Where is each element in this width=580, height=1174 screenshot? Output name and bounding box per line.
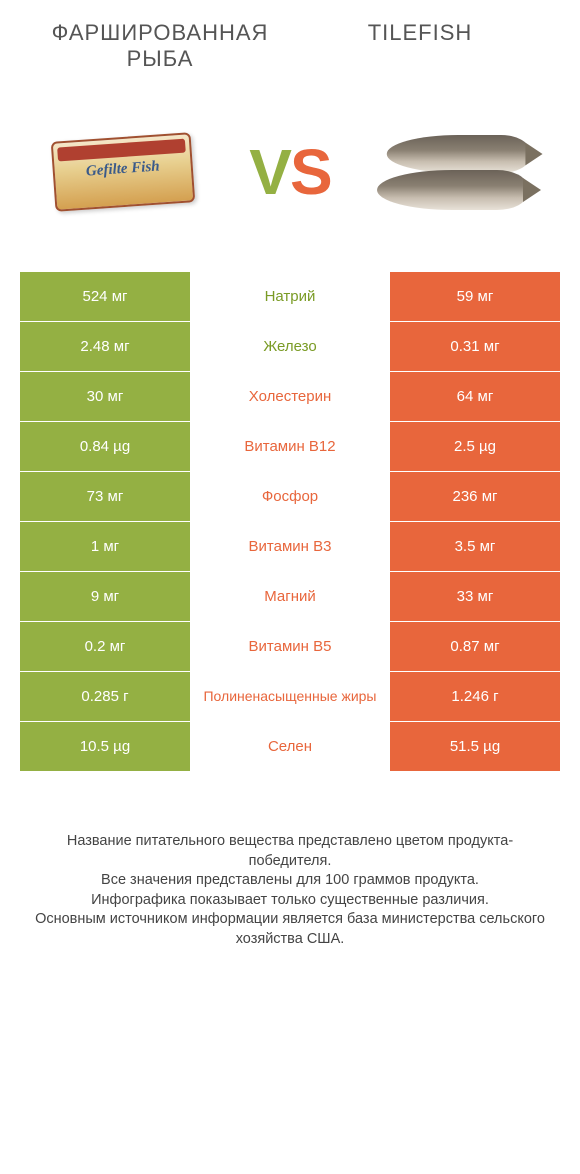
product-image-right [377,122,537,222]
header-right: TILEFISH [290,20,550,72]
vs-s: S [290,136,331,208]
cell-right-value: 0.31 мг [390,322,560,371]
footer-line: Инфографика показывает только существенн… [30,891,550,911]
cell-left-value: 9 мг [20,572,190,621]
cell-left-value: 1 мг [20,522,190,571]
cell-left-value: 0.2 мг [20,622,190,671]
footer-line: Название питательного вещества представл… [30,832,550,871]
cell-left-value: 10.5 µg [20,722,190,771]
table-row: 524 мгНатрий59 мг [20,272,560,322]
cell-nutrient-label: Холестерин [190,372,390,421]
table-row: 73 мгФосфор236 мг [20,472,560,522]
cell-right-value: 3.5 мг [390,522,560,571]
cell-nutrient-label: Фосфор [190,472,390,521]
tilefish-icon [377,122,537,222]
cell-right-value: 33 мг [390,572,560,621]
table-row: 0.2 мгВитамин B50.87 мг [20,622,560,672]
cell-nutrient-label: Магний [190,572,390,621]
table-row: 9 мгМагний33 мг [20,572,560,622]
cell-nutrient-label: Витамин B12 [190,422,390,471]
gefilte-fish-icon [51,132,196,212]
table-row: 0.285 гПолиненасыщенные жиры1.246 г [20,672,560,722]
table-row: 2.48 мгЖелезо0.31 мг [20,322,560,372]
vs-label: VS [249,135,330,209]
cell-nutrient-label: Селен [190,722,390,771]
table-row: 30 мгХолестерин64 мг [20,372,560,422]
cell-left-value: 30 мг [20,372,190,421]
cell-left-value: 73 мг [20,472,190,521]
product-image-left [43,122,203,222]
cell-left-value: 524 мг [20,272,190,321]
vs-v: V [249,136,290,208]
table-row: 0.84 µgВитамин B122.5 µg [20,422,560,472]
footer: Название питательного вещества представл… [0,772,580,949]
table-row: 10.5 µgСелен51.5 µg [20,722,560,772]
footer-line: Все значения представлены для 100 граммо… [30,871,550,891]
cell-nutrient-label: Витамин B3 [190,522,390,571]
table-row: 1 мгВитамин B33.5 мг [20,522,560,572]
cell-nutrient-label: Натрий [190,272,390,321]
cell-right-value: 59 мг [390,272,560,321]
cell-nutrient-label: Полиненасыщенные жиры [190,672,390,721]
vs-row: VS [0,82,580,272]
cell-nutrient-label: Витамин B5 [190,622,390,671]
cell-right-value: 1.246 г [390,672,560,721]
cell-right-value: 51.5 µg [390,722,560,771]
cell-right-value: 236 мг [390,472,560,521]
footer-line: Основным источником информации является … [30,910,550,949]
cell-left-value: 2.48 мг [20,322,190,371]
cell-nutrient-label: Железо [190,322,390,371]
header: ФАРШИРОВАННАЯ РЫБА TILEFISH [0,0,580,82]
cell-left-value: 0.285 г [20,672,190,721]
cell-left-value: 0.84 µg [20,422,190,471]
cell-right-value: 2.5 µg [390,422,560,471]
cell-right-value: 64 мг [390,372,560,421]
nutrient-table: 524 мгНатрий59 мг2.48 мгЖелезо0.31 мг30 … [0,272,580,772]
header-left: ФАРШИРОВАННАЯ РЫБА [30,20,290,72]
cell-right-value: 0.87 мг [390,622,560,671]
